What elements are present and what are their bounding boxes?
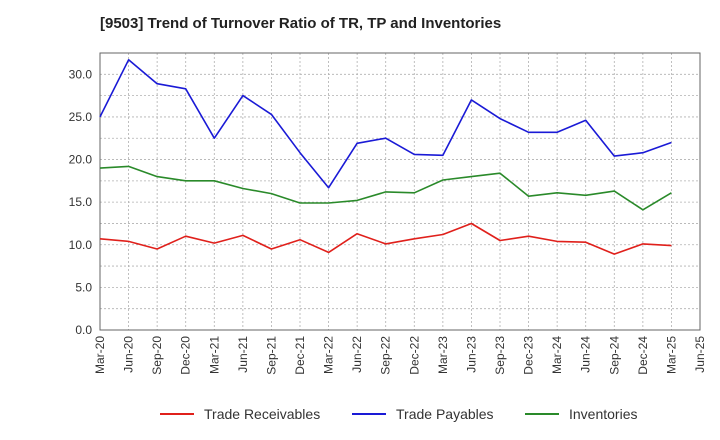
y-tick-label: 10.0 [69,238,93,252]
legend-label-trade-receivables: Trade Receivables [204,406,320,422]
y-axis-tick-labels: 0.0 5.0 10.0 15.0 20.0 25.0 30.0 [69,67,93,337]
x-tick-label: Mar-22 [322,336,336,374]
y-tick-label: 15.0 [69,195,93,209]
y-tick-label: 30.0 [69,67,93,81]
series-line-inventories [99,165,672,211]
x-tick-label: Dec-23 [522,336,536,375]
x-tick-label: Dec-22 [407,336,421,375]
x-tick-label: Sep-23 [493,336,507,375]
grid [99,52,701,331]
legend-label-inventories: Inventories [569,406,637,422]
x-tick-label: Mar-24 [550,336,564,374]
legend-label-trade-payables: Trade Payables [396,406,494,422]
x-tick-label: Jun-22 [350,336,364,373]
plot-area-frame [99,52,701,331]
x-tick-label: Sep-24 [607,336,621,375]
x-tick-label: Jun-25 [693,336,707,373]
x-tick-label: Mar-25 [664,336,678,374]
legend: Trade Receivables Trade Payables Inventori… [160,406,637,422]
x-tick-label: Dec-24 [636,336,650,375]
x-tick-label: Jun-24 [579,336,593,373]
series-line-trade-payables [99,58,672,189]
x-tick-label: Jun-23 [464,336,478,373]
x-tick-label: Sep-21 [264,336,278,375]
x-tick-label: Mar-20 [93,336,107,374]
y-tick-label: 25.0 [69,110,93,124]
series-line-trade-receivables [99,222,672,255]
x-axis-tick-labels: Mar-20 Jun-20 Sep-20 Dec-20 Mar-21 Jun-21 Sep-… [93,336,707,375]
x-tick-label: Dec-20 [179,336,193,375]
x-tick-label: Sep-20 [150,336,164,375]
x-tick-label: Jun-21 [236,336,250,373]
x-tick-label: Jun-20 [122,336,136,373]
chart-title: [9503] Trend of Turnover Ratio of TR, TP… [100,15,502,32]
x-tick-label: Mar-23 [436,336,450,374]
y-tick-label: 5.0 [75,280,92,294]
series-lines [99,58,672,255]
y-tick-label: 20.0 [69,153,93,167]
x-tick-label: Sep-22 [379,336,393,375]
y-tick-label: 0.0 [75,323,92,337]
x-tick-label: Mar-21 [207,336,221,374]
x-tick-label: Dec-21 [293,336,307,375]
